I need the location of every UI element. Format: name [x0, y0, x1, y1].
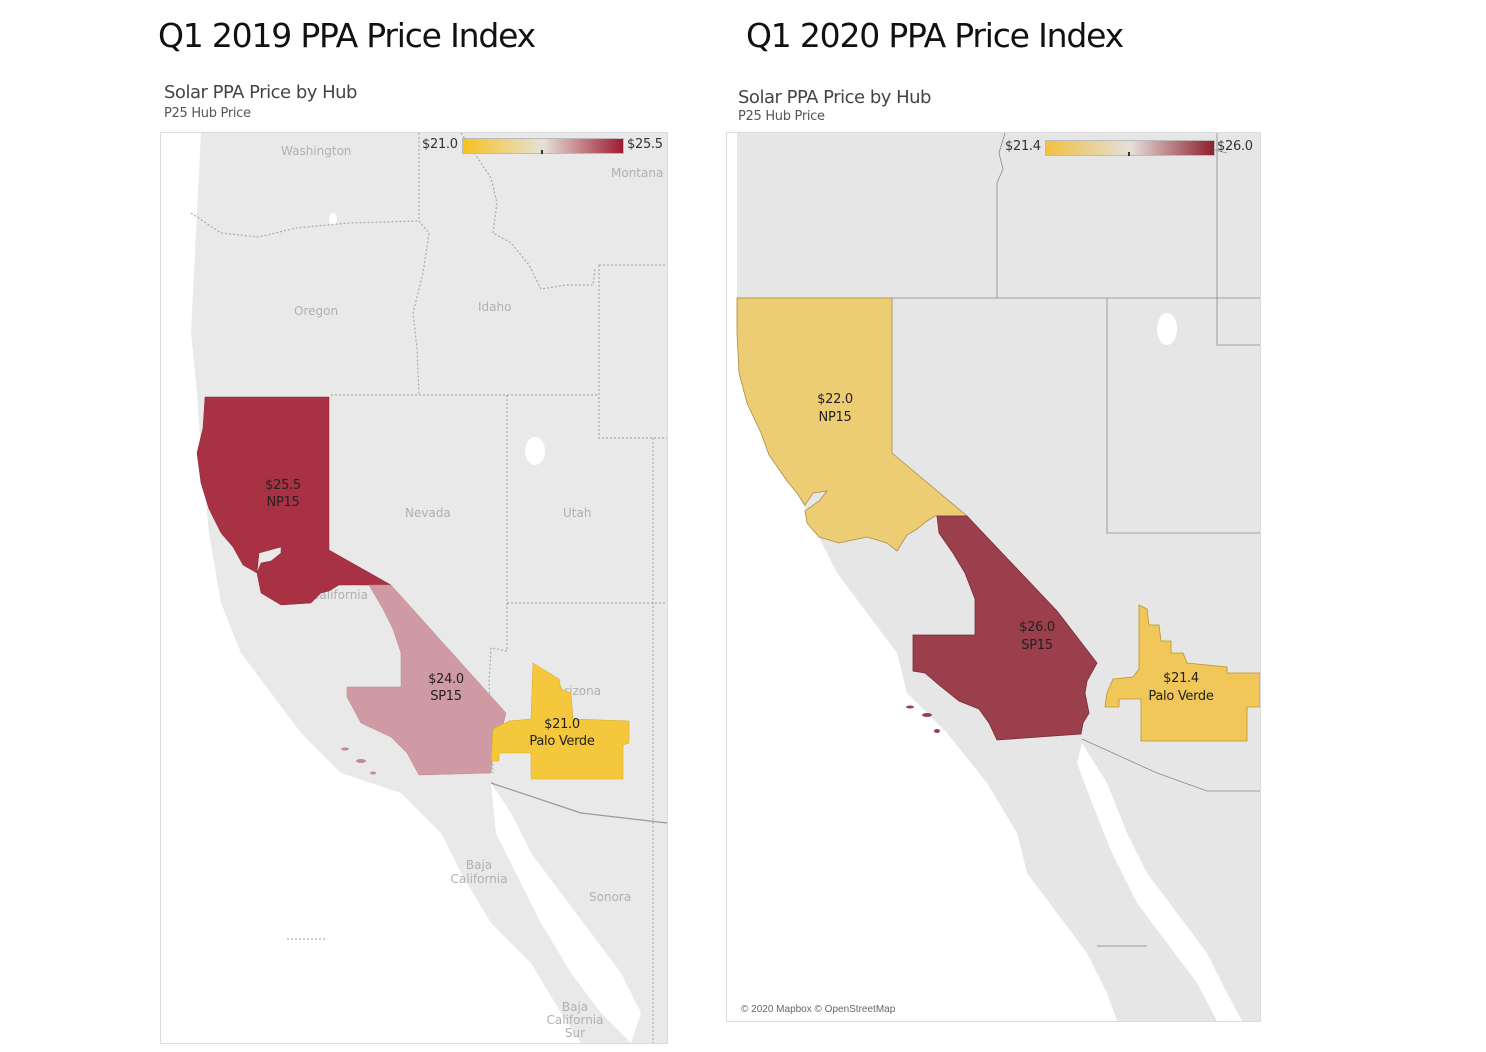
ocean: [727, 133, 1117, 1021]
legend-max: $25.5: [627, 137, 663, 152]
label-line: Sur: [565, 1026, 585, 1040]
ocean: [161, 133, 581, 1043]
hub-region-palo-verde[interactable]: [490, 662, 630, 780]
lake: [1157, 313, 1177, 345]
legend-gradient-bar: [462, 138, 624, 154]
state-label-utah: Utah: [563, 506, 591, 520]
state-label-oregon: Oregon: [294, 304, 338, 318]
state-label-baja-california-sur: Baja California Sur: [547, 1000, 604, 1040]
map-panel-2019: Solar PPA Price by Hub P25 Hub Price: [160, 82, 668, 1044]
hub-value-palo-verde: $21.4: [1163, 671, 1199, 686]
title-q1-2019: Q1 2019 PPA Price Index: [158, 16, 536, 55]
legend-gradient-bar: [1045, 140, 1215, 156]
viz-title: Solar PPA Price by Hub: [164, 82, 358, 103]
hub-value-palo-verde: $21.0: [544, 717, 580, 732]
hub-name-sp15: SP15: [430, 689, 461, 704]
map-svg: Washington Montana Oregon Idaho Nevada U…: [161, 133, 667, 1043]
label-line: Baja: [466, 858, 492, 872]
label-line: California: [451, 872, 508, 886]
state-label-idaho: Idaho: [478, 300, 511, 314]
hub-value-np15: $22.0: [817, 392, 853, 407]
map-canvas[interactable]: $22.0 NP15 $26.0 SP15 $21.4 Palo Verde P…: [726, 132, 1261, 1022]
viz-title: Solar PPA Price by Hub: [738, 87, 932, 108]
hub-value-sp15: $26.0: [1019, 620, 1055, 635]
lake: [329, 213, 337, 225]
viz-subtitle: P25 Hub Price: [738, 109, 825, 124]
state-label-montana: Montana: [611, 166, 663, 180]
color-legend: P25 of Levelized PPA Price $21.0 $25.5: [419, 132, 667, 158]
legend-title: P25 of Levelized PPA Price: [459, 132, 621, 133]
map-panel-2020: Solar PPA Price by Hub P25 Hub Price: [726, 84, 1261, 1022]
hub-name-sp15: SP15: [1021, 638, 1052, 653]
label-line: Baja: [562, 1000, 588, 1014]
title-q1-2020: Q1 2020 PPA Price Index: [746, 16, 1124, 55]
legend-title: P25 of Levelized PPA Price: [1044, 133, 1206, 135]
legend-min: $21.4: [1005, 139, 1041, 154]
hub-region-np15[interactable]: [196, 396, 392, 606]
channel-islands: [341, 747, 376, 775]
hub-region-sp15[interactable]: [912, 515, 1098, 741]
state-label-baja-california: Baja California: [451, 858, 508, 886]
hub-name-palo-verde: Palo Verde: [1148, 689, 1213, 704]
hub-region-np15[interactable]: [736, 297, 969, 552]
map-attribution[interactable]: © 2020 Mapbox © OpenStreetMap: [741, 1004, 896, 1015]
hub-name-np15: NP15: [267, 495, 300, 510]
hub-region-palo-verde[interactable]: [1104, 604, 1260, 742]
hub-region-sp15[interactable]: [346, 584, 507, 776]
legend-midpoint-tick: [1128, 152, 1130, 156]
map-canvas[interactable]: Washington Montana Oregon Idaho Nevada U…: [160, 132, 668, 1044]
color-legend: P25 of Levelized PPA Price $21.4 $26.0: [997, 133, 1260, 160]
hub-value-sp15: $24.0: [428, 672, 464, 687]
lake: [525, 437, 545, 465]
hub-value-np15: $25.5: [265, 478, 301, 493]
gulf-of-california: [491, 783, 641, 1043]
hub-name-np15: NP15: [819, 410, 852, 425]
gulf-of-california: [1077, 743, 1242, 1021]
legend-max: $26.0: [1217, 139, 1253, 154]
legend-midpoint-tick: [541, 150, 543, 154]
state-label-washington: Washington: [281, 144, 352, 158]
viz-subtitle: P25 Hub Price: [164, 106, 251, 121]
hub-name-palo-verde: Palo Verde: [529, 734, 594, 749]
state-borders: [190, 133, 667, 1043]
state-label-sonora: Sonora: [589, 890, 631, 904]
state-label-nevada: Nevada: [405, 506, 451, 520]
channel-islands: [906, 705, 940, 733]
legend-min: $21.0: [422, 137, 458, 152]
map-svg: $22.0 NP15 $26.0 SP15 $21.4 Palo Verde: [727, 133, 1260, 1021]
label-line: California: [547, 1013, 604, 1027]
